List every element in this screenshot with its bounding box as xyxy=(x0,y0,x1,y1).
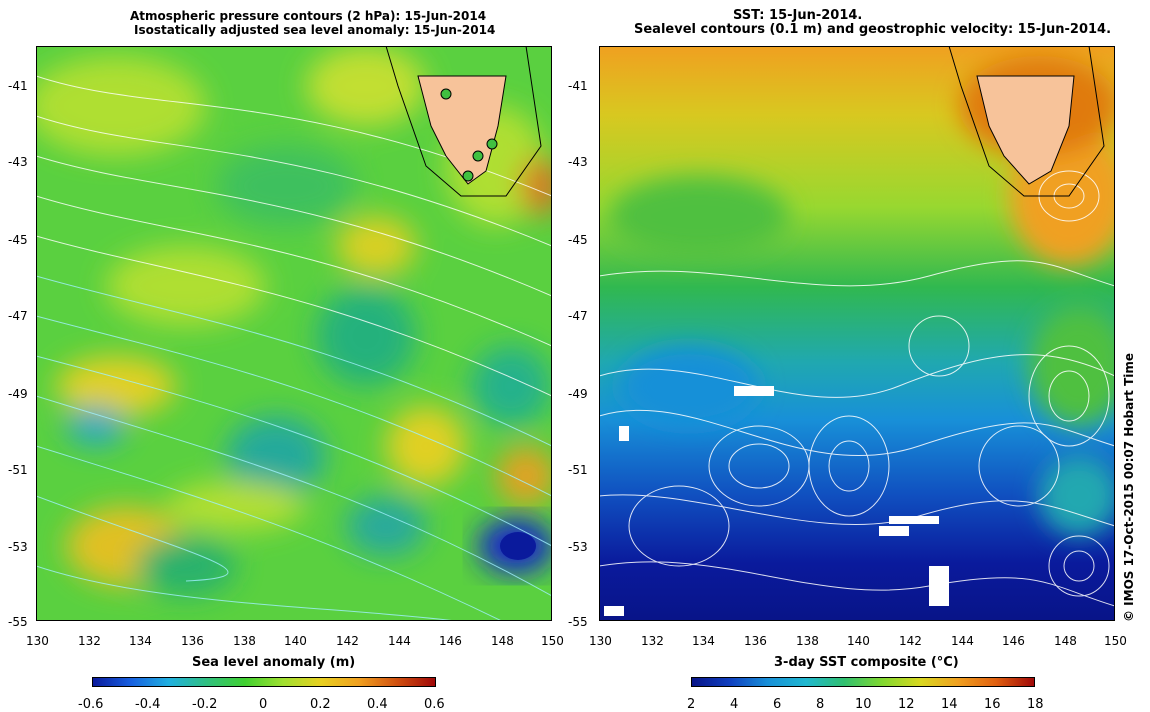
right-xtick: 144 xyxy=(951,634,974,648)
left-axis-frame xyxy=(36,46,552,621)
left-ytick: -41 xyxy=(8,79,28,93)
right-xtick: 132 xyxy=(641,634,664,648)
right-colorbar-label: 3-day SST composite (°C) xyxy=(774,655,959,670)
left-xtick: 148 xyxy=(491,634,514,648)
right-cb-tick: 12 xyxy=(898,697,915,712)
left-xtick: 142 xyxy=(336,634,359,648)
right-ytick: -55 xyxy=(568,615,588,629)
left-cb-tick: 0.2 xyxy=(310,697,331,712)
left-cb-tick: 0 xyxy=(259,697,268,712)
right-xtick: 146 xyxy=(1002,634,1025,648)
left-title-line2: Isostatically adjusted sea level anomaly… xyxy=(134,23,496,37)
left-xtick: 146 xyxy=(439,634,462,648)
right-ytick: -49 xyxy=(568,387,588,401)
right-ytick: -51 xyxy=(568,463,588,477)
right-xtick: 138 xyxy=(796,634,819,648)
left-ytick: -43 xyxy=(8,155,28,169)
left-xtick: 150 xyxy=(541,634,564,648)
left-title-line1: Atmospheric pressure contours (2 hPa): 1… xyxy=(130,9,487,23)
left-xtick: 130 xyxy=(26,634,49,648)
left-colorbar xyxy=(92,677,436,687)
right-colorbar xyxy=(691,677,1035,687)
right-axis-frame xyxy=(599,46,1115,621)
right-cb-tick: 4 xyxy=(730,697,739,712)
left-xtick: 144 xyxy=(388,634,411,648)
left-ytick: -47 xyxy=(8,309,28,323)
left-ytick: -53 xyxy=(8,540,28,554)
right-xtick: 134 xyxy=(692,634,715,648)
right-xtick: 136 xyxy=(744,634,767,648)
right-cb-tick: 10 xyxy=(855,697,872,712)
left-cb-tick: -0.2 xyxy=(192,697,218,712)
left-xtick: 134 xyxy=(129,634,152,648)
left-ytick: -45 xyxy=(8,233,28,247)
right-xtick: 140 xyxy=(847,634,870,648)
right-ytick: -43 xyxy=(568,155,588,169)
left-cb-tick: -0.6 xyxy=(78,697,104,712)
left-xtick: 132 xyxy=(78,634,101,648)
left-xtick: 140 xyxy=(284,634,307,648)
sst-map xyxy=(599,46,1115,621)
left-xtick: 138 xyxy=(233,634,256,648)
right-cb-tick: 2 xyxy=(687,697,696,712)
left-colorbar-label: Sea level anomaly (m) xyxy=(192,655,356,670)
right-cb-tick: 14 xyxy=(941,697,958,712)
right-ytick: -45 xyxy=(568,233,588,247)
left-cb-tick: 0.4 xyxy=(367,697,388,712)
right-cb-tick: 8 xyxy=(816,697,825,712)
right-ytick: -41 xyxy=(568,79,588,93)
right-cb-tick: 16 xyxy=(984,697,1001,712)
right-xtick: 130 xyxy=(589,634,612,648)
right-cb-tick: 18 xyxy=(1027,697,1044,712)
right-xtick: 150 xyxy=(1104,634,1127,648)
left-ytick: -51 xyxy=(8,463,28,477)
right-ytick: -53 xyxy=(568,540,588,554)
left-cb-tick: -0.4 xyxy=(135,697,161,712)
imos-credit: © IMOS 17-Oct-2015 00:07 Hobart Time xyxy=(1122,352,1136,622)
left-ytick: -55 xyxy=(8,615,28,629)
sea-level-anomaly-map xyxy=(36,46,552,621)
right-xtick: 142 xyxy=(899,634,922,648)
left-ytick: -49 xyxy=(8,387,28,401)
right-ytick: -47 xyxy=(568,309,588,323)
left-cb-tick: 0.6 xyxy=(424,697,445,712)
right-cb-tick: 6 xyxy=(773,697,782,712)
right-title-line1: SST: 15-Jun-2014. xyxy=(733,8,863,23)
right-xtick: 148 xyxy=(1054,634,1077,648)
left-xtick: 136 xyxy=(181,634,204,648)
right-title-line2: Sealevel contours (0.1 m) and geostrophi… xyxy=(634,22,1112,37)
